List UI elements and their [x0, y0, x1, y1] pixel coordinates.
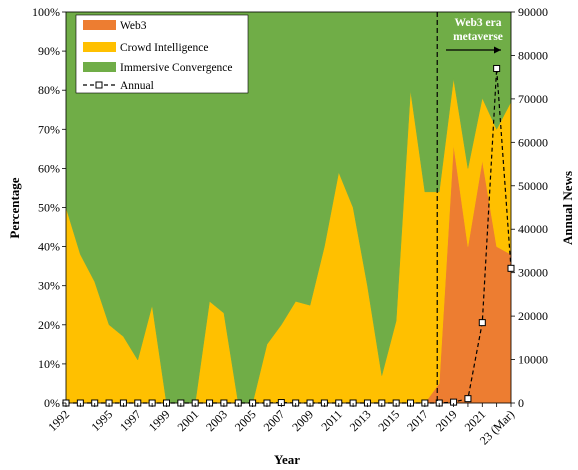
y2-axis-title: Annual News	[560, 171, 575, 245]
annotation-line1: Web3 era	[455, 17, 502, 29]
x-tick-label: 1992	[45, 407, 72, 434]
y-tick-label: 20%	[38, 318, 60, 332]
x-tick-label: 2009	[289, 407, 316, 434]
x-tick-label: 2013	[347, 407, 374, 434]
y-tick-label: 50%	[38, 201, 60, 215]
x-tick-label: 1995	[88, 407, 115, 434]
y-tick-label: 80%	[38, 83, 60, 97]
legend: Web3 Crowd Intelligence Immersive Conver…	[75, 14, 249, 94]
annotation-arrowhead	[494, 46, 501, 54]
x-tick-label: 2019	[433, 407, 460, 434]
x-axis-title: Year	[274, 452, 300, 467]
y2-tick-label: 30000	[518, 266, 548, 280]
y2-tick-label: 20000	[518, 309, 548, 323]
y2-tick-label: 60000	[518, 135, 548, 149]
y-tick-label: 40%	[38, 240, 60, 254]
y-tick-label: 60%	[38, 161, 60, 175]
annotation: Web3 era metaverse	[446, 17, 503, 54]
y-tick-label: 30%	[38, 279, 60, 293]
legend-swatch-web3	[83, 20, 116, 30]
annual-marker	[507, 264, 515, 272]
y2-tick-label: 80000	[518, 48, 548, 62]
x-tick-label: 2007	[261, 407, 288, 434]
y-tick-label: 10%	[38, 357, 60, 371]
y2-tick-label: 0	[518, 396, 524, 410]
right-axis: 0 10000 20000 30000 40000 50000 60000 70000 8000…	[511, 5, 548, 410]
left-axis: 0% 10% 20% 30% 40% 50% 60% 70% 80% 90% 100%	[32, 5, 66, 410]
legend-label-crowd: Crowd Intelligence	[120, 42, 208, 54]
legend-swatch-immersive	[83, 62, 116, 72]
legend-marker-annual	[95, 81, 103, 89]
y2-tick-label: 10000	[518, 353, 548, 367]
x-tick-label: 2001	[174, 407, 201, 434]
y-axis-title: Percentage	[7, 177, 22, 238]
x-tick-label: 2003	[203, 407, 230, 434]
legend-label-web3: Web3	[120, 20, 147, 32]
y2-tick-label: 50000	[518, 179, 548, 193]
legend-label-annual: Annual	[120, 80, 154, 92]
y-tick-label: 70%	[38, 122, 60, 136]
x-tick-label: 1997	[117, 407, 144, 434]
annual-marker	[478, 319, 486, 327]
annual-marker	[464, 395, 472, 403]
x-axis: 1992 1995 1997 1999 2001 2003 2005 2007 2009 2011…	[45, 403, 517, 448]
x-tick-label: 2015	[375, 407, 402, 434]
x-tick-label: 2017	[404, 407, 431, 434]
legend-swatch-crowd	[83, 42, 116, 52]
x-tick-label: 2011	[318, 407, 345, 434]
y2-tick-label: 40000	[518, 222, 548, 236]
x-tick-label: 1999	[146, 407, 173, 434]
annual-marker	[493, 64, 501, 72]
annotation-line2: metaverse	[453, 31, 503, 43]
y-tick-label: 90%	[38, 44, 60, 58]
legend-label-immersive: Immersive Convergence	[120, 62, 233, 74]
y-tick-label: 0%	[44, 396, 60, 410]
y-tick-label: 100%	[32, 5, 60, 19]
x-tick-label: 2005	[232, 407, 259, 434]
y2-tick-label: 70000	[518, 92, 548, 106]
y2-tick-label: 90000	[518, 5, 548, 19]
